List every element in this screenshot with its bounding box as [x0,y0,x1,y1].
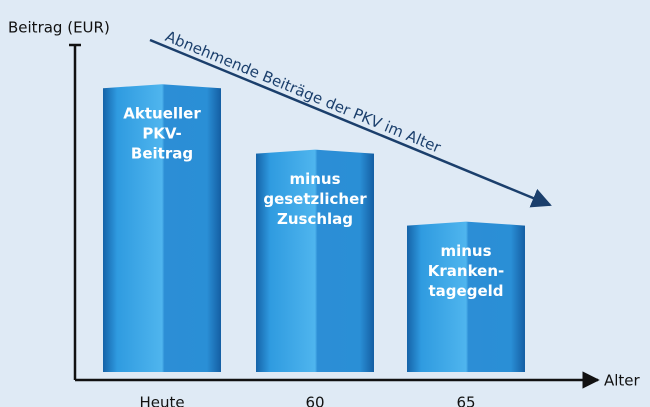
bar-label: minus [440,242,491,260]
x-tick-label: 65 [456,394,475,407]
bar [256,149,374,372]
trend-arrow [149,38,552,208]
bar-label: minus [289,170,340,188]
bar-label: tagegeld [429,282,504,300]
x-tick-label: Heute [139,394,184,407]
bar [407,221,525,372]
x-tick-label: 60 [305,394,324,407]
bar-label: gesetzlicher [263,190,367,208]
bar-label: Beitrag [131,145,193,163]
bar-label: PKV- [142,125,181,143]
bar-label: Aktueller [123,105,201,123]
x-axis-label: Alter [604,372,641,390]
bar-label: Kranken- [428,262,504,280]
bar-label: Zuschlag [277,210,353,228]
y-axis-label: Beitrag (EUR) [8,19,110,37]
bar [103,84,221,373]
